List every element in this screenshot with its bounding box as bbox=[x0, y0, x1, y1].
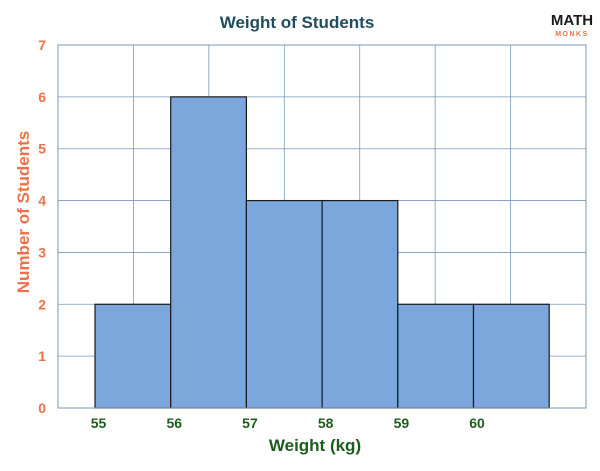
x-tick-label: 59 bbox=[394, 415, 410, 431]
x-tick-label: 57 bbox=[242, 415, 258, 431]
bar-55 bbox=[94, 303, 172, 409]
y-tick-label: 3 bbox=[38, 244, 46, 260]
x-tick-label: 56 bbox=[166, 415, 182, 431]
chart-title: Weight of Students bbox=[220, 13, 375, 32]
brand-logo: MATH MONKS bbox=[551, 12, 593, 38]
y-tick-labels: 0 1 2 3 4 5 6 7 bbox=[38, 37, 46, 416]
bar-56 bbox=[170, 96, 247, 409]
logo-main-text: MATH bbox=[551, 12, 593, 29]
plot-frame bbox=[57, 44, 587, 409]
y-axis-label: Number of Students bbox=[14, 131, 33, 293]
x-tick-label: 55 bbox=[91, 415, 107, 431]
x-tick-label: 60 bbox=[469, 415, 485, 431]
bar-58 bbox=[321, 199, 399, 409]
bar-60 bbox=[472, 303, 550, 409]
y-tick-label: 4 bbox=[38, 193, 46, 209]
logo-sub-text: MONKS bbox=[555, 31, 589, 38]
x-tick-label: 58 bbox=[318, 415, 334, 431]
y-tick-label: 1 bbox=[38, 348, 46, 364]
bar-57 bbox=[245, 199, 323, 409]
x-tick-labels: 55 56 57 58 59 60 bbox=[91, 415, 485, 431]
y-tick-label: 7 bbox=[38, 37, 46, 53]
y-tick-label: 5 bbox=[38, 141, 46, 157]
bars-group bbox=[94, 96, 550, 409]
y-tick-label: 2 bbox=[38, 296, 46, 312]
x-axis-label: Weight (kg) bbox=[269, 436, 361, 455]
plot-border bbox=[57, 44, 587, 409]
y-tick-label: 0 bbox=[38, 400, 46, 416]
bar-59 bbox=[397, 303, 475, 409]
y-tick-label: 6 bbox=[38, 89, 46, 105]
